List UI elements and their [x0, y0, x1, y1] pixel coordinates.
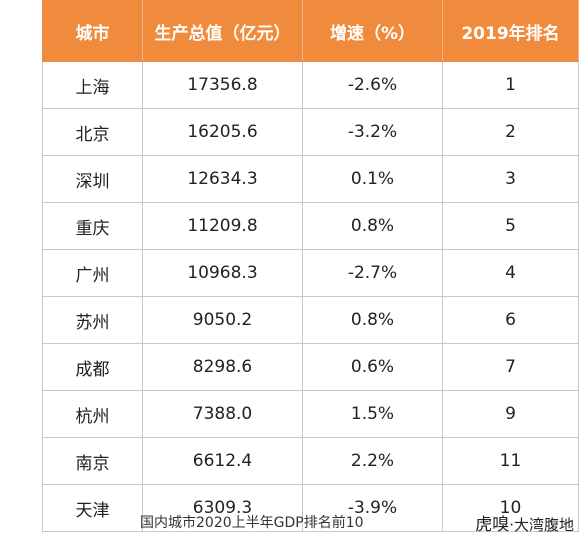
table-cell: 17356.8	[142, 61, 303, 109]
table-cell: 2.2%	[302, 437, 443, 485]
table-row: 深圳 12634.3 0.1% 3	[42, 155, 579, 203]
table-cell: 深圳	[42, 155, 143, 203]
header-cell: 2019年排名	[442, 0, 579, 62]
table-cell: 7	[442, 343, 579, 391]
table-cell: 4	[442, 249, 579, 297]
table-cell: -2.6%	[302, 61, 443, 109]
table-cell: 0.8%	[302, 202, 443, 250]
table-cell: 0.6%	[302, 343, 443, 391]
table-cell: 8298.6	[142, 343, 303, 391]
table-cell: -2.7%	[302, 249, 443, 297]
table-cell: 1	[442, 61, 579, 109]
brand-logo: 虎嗅	[475, 515, 510, 535]
header-cell: 城市	[42, 0, 143, 62]
table-cell: 天津	[42, 484, 143, 532]
table-row: 上海 17356.8 -2.6% 1	[42, 61, 579, 109]
table-cell: 7388.0	[142, 390, 303, 438]
table-cell: 5	[442, 202, 579, 250]
table-cell: 3	[442, 155, 579, 203]
table-cell: 6	[442, 296, 579, 344]
table-row: 苏州 9050.2 0.8% 6	[42, 296, 579, 344]
table-cell: -3.2%	[302, 108, 443, 156]
header-cell: 增速（%）	[302, 0, 443, 62]
header-row: 城市 生产总值（亿元） 增速（%） 2019年排名	[42, 0, 579, 62]
table-cell: 10	[442, 484, 579, 532]
table-cell: 6612.4	[142, 437, 303, 485]
table-cell: 2	[442, 108, 579, 156]
table-cell: 北京	[42, 108, 143, 156]
table-cell: 南京	[42, 437, 143, 485]
brand: 虎嗅·大湾腹地	[475, 510, 574, 535]
table-cell: 0.8%	[302, 296, 443, 344]
table-cell: 12634.3	[142, 155, 303, 203]
table-cell: 上海	[42, 61, 143, 109]
table-cell: 9050.2	[142, 296, 303, 344]
table-cell: 苏州	[42, 296, 143, 344]
table-row: 杭州 7388.0 1.5% 9	[42, 390, 579, 438]
table-body: 上海 17356.8 -2.6% 1 北京 16205.6 -3.2% 2 深圳 12634.3 0…	[42, 61, 579, 532]
table-row: 重庆 11209.8 0.8% 5	[42, 202, 579, 250]
brand-name: ·大湾腹地	[509, 516, 574, 534]
table-cell: 11	[442, 437, 579, 485]
table-cell: 1.5%	[302, 390, 443, 438]
header-cell: 生产总值（亿元）	[142, 0, 303, 62]
table-row: 广州 10968.3 -2.7% 4	[42, 249, 579, 297]
table-cell: 0.1%	[302, 155, 443, 203]
caption: 国内城市2020上半年GDP排名前10	[140, 515, 364, 531]
table-row: 北京 16205.6 -3.2% 2	[42, 108, 579, 156]
table-cell: 成都	[42, 343, 143, 391]
table-cell: 广州	[42, 249, 143, 297]
table-row: 成都 8298.6 0.6% 7	[42, 343, 579, 391]
table-cell: 杭州	[42, 390, 143, 438]
table-cell: 重庆	[42, 202, 143, 250]
table-cell: 16205.6	[142, 108, 303, 156]
table-cell: 11209.8	[142, 202, 303, 250]
table-cell: 10968.3	[142, 249, 303, 297]
table-cell: 6309.3	[142, 484, 303, 532]
table-row: 南京 6612.4 2.2% 11	[42, 437, 579, 485]
table-row: 天津 6309.3 -3.9% 10	[42, 484, 579, 532]
table-cell: 9	[442, 390, 579, 438]
gdp-table: 城市 生产总值（亿元） 增速（%） 2019年排名 上海 17356.8 -2.6% 1 北京…	[42, 0, 579, 532]
